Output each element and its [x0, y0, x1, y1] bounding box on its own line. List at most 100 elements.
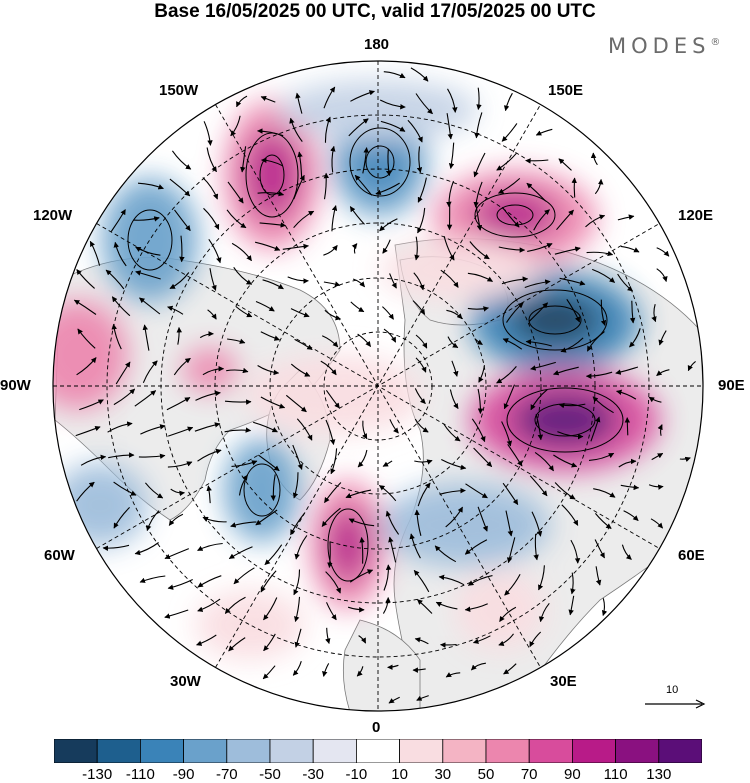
wind-vector: [601, 598, 608, 617]
wind-vector: [472, 635, 491, 644]
wind-vector: [171, 150, 192, 170]
wind-vector: [535, 414, 544, 441]
wind-vector: [107, 421, 133, 433]
wind-vector: [115, 361, 131, 385]
wind-vector: [439, 487, 466, 495]
wind-vector: [327, 541, 333, 569]
colorbar-swatch: [658, 739, 702, 763]
wind-vector: [416, 695, 429, 701]
wind-vector: [531, 511, 543, 537]
wind-vector: [559, 277, 586, 286]
lon-label-30w: 30W: [170, 673, 201, 690]
wind-vector: [474, 338, 483, 346]
wind-vector: [445, 506, 463, 528]
wind-vector: [448, 142, 455, 169]
colorbar-label: -90: [172, 766, 195, 783]
wind-vector: [615, 366, 639, 375]
wind-vector: [255, 300, 275, 312]
wind-vector: [441, 459, 467, 470]
colorbar-swatch: [269, 739, 314, 763]
lon-label-150e: 150E: [548, 82, 584, 99]
colorbar-label: 10: [391, 766, 408, 783]
wind-vector: [224, 399, 252, 405]
wind-vector: [228, 546, 253, 560]
wind-vector: [197, 598, 221, 612]
wind-vector: [325, 571, 341, 594]
wind-vector: [137, 182, 164, 190]
map-border: [52, 60, 704, 712]
wind-vector: [287, 276, 309, 284]
wind-vector: [477, 506, 488, 532]
wind-vector: [556, 209, 574, 231]
colorbar-swatch: [312, 739, 357, 763]
wind-vector: [592, 268, 616, 283]
wind-vector: [257, 190, 285, 197]
wind-vector: [324, 482, 342, 504]
colorbar-label: -10: [345, 766, 368, 783]
wind-vector: [113, 388, 136, 406]
wind-vector: [111, 296, 131, 317]
wind-vector: [169, 272, 190, 289]
wind-vector: [226, 209, 247, 229]
wind-vector: [585, 214, 606, 228]
wind-vector: [657, 424, 663, 436]
colorbar-label: 90: [564, 766, 581, 783]
wind-vector: [294, 535, 308, 560]
wind-vector: [170, 488, 185, 497]
wind-vector: [383, 328, 397, 343]
wind-vector: [412, 667, 426, 673]
wind-vector: [651, 452, 664, 461]
wind-vector: [254, 241, 281, 251]
wind-vector: [507, 443, 523, 467]
wind-vector: [438, 574, 465, 586]
lon-label-180: 180: [364, 36, 390, 53]
wind-vector: [231, 242, 252, 262]
wind-vector: [230, 521, 257, 528]
wind-vector: [554, 482, 576, 500]
wind-vector: [108, 452, 135, 459]
wind-vector: [357, 333, 372, 347]
wind-vector: [471, 662, 486, 671]
wind-vector: [528, 302, 549, 322]
wind-vector: [351, 243, 358, 254]
wind-vector: [135, 246, 161, 256]
wind-vector: [292, 661, 302, 676]
wind-vector: [447, 336, 459, 349]
wind-vector: [224, 427, 252, 433]
wind-vector: [570, 572, 576, 595]
wind-vector: [257, 365, 280, 376]
wind-vector: [445, 672, 461, 678]
wind-vector: [469, 241, 490, 260]
anomaly-field: [53, 80, 660, 660]
wind-vector: [648, 484, 664, 490]
wind-vector: [209, 268, 217, 291]
wind-vector: [142, 360, 158, 384]
wind-vector: [475, 204, 483, 231]
wind-vector: [414, 459, 433, 465]
lon-label-90w: 90W: [0, 377, 31, 394]
wind-vector: [238, 474, 248, 496]
wind-vector: [679, 456, 691, 463]
colorbar-label: -110: [125, 766, 155, 783]
wind-vector: [412, 300, 426, 315]
anomaly-pos-europe: [455, 570, 545, 650]
wind-vector: [138, 453, 166, 460]
wind-vector: [417, 177, 427, 203]
wind-vector: [506, 302, 524, 323]
wind-vector: [362, 420, 368, 440]
wind-vector: [228, 637, 246, 652]
wind-vector: [379, 99, 406, 110]
wind-vector: [498, 177, 521, 194]
wind-vector: [176, 326, 183, 345]
wind-vector: [414, 637, 429, 645]
wind-vector: [501, 421, 513, 447]
wind-vector: [227, 338, 246, 344]
wind-vector: [496, 366, 517, 384]
colorbar-swatch: [399, 739, 444, 763]
wind-vector: [233, 266, 253, 285]
wind-vector: [197, 542, 223, 551]
wind-vector: [133, 216, 160, 222]
wind-vector: [194, 422, 221, 432]
wind-vector: [586, 331, 605, 352]
wind-vector: [651, 304, 657, 323]
